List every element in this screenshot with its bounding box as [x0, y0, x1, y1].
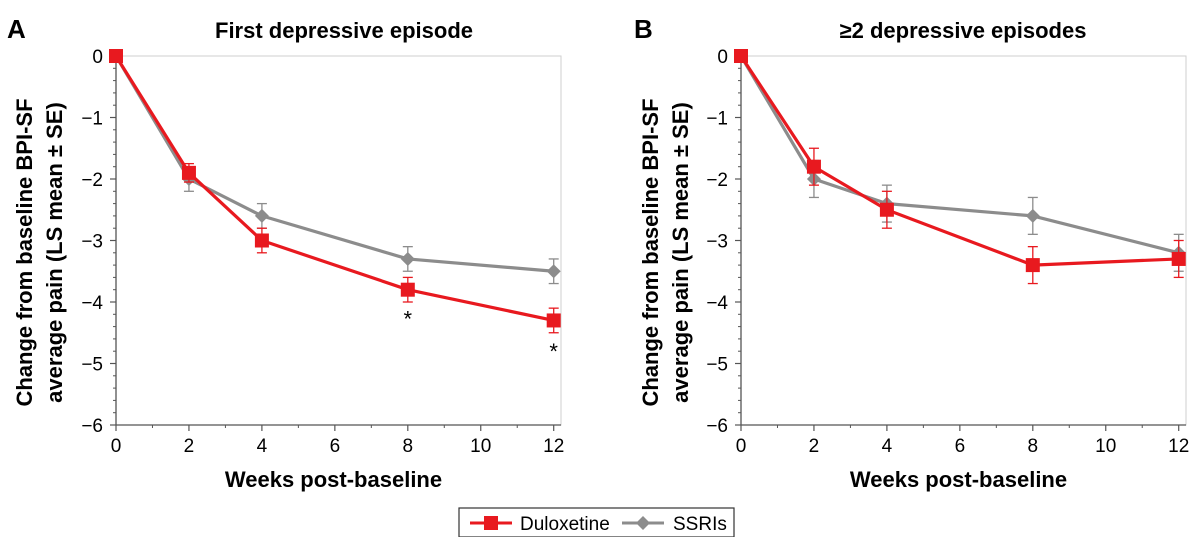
x-axis-label: Weeks post-baseline [225, 467, 442, 492]
series-line [114, 55, 555, 323]
x-tick-label: 12 [543, 436, 564, 457]
data-point-square [1025, 258, 1040, 273]
legend-box [458, 507, 735, 538]
y-axis-label-line1: Change from baseline BPI-SF [638, 98, 663, 406]
y-tick-label: −3 [81, 232, 103, 253]
x-tick-label: 0 [736, 436, 747, 457]
x-tick-label: 8 [1028, 436, 1039, 457]
data-point-diamond [1025, 208, 1040, 223]
chart-panel-a: A First depressive episode 0 −1 −2 −3 −4 −5 −6 0 2… [7, 14, 564, 492]
x-tick-label: 2 [809, 436, 820, 457]
y-axis-label-line2: average pain (LS mean ± SE) [42, 102, 67, 403]
y-tick-label: −2 [706, 170, 728, 191]
x-tick-label: 12 [1168, 436, 1189, 457]
x-axis-label: Weeks post-baseline [850, 467, 1067, 492]
panel-letter: A [7, 14, 26, 44]
chart-title: First depressive episode [215, 18, 473, 43]
x-tick-label: 0 [111, 436, 122, 457]
legend-ssri-marker [636, 516, 650, 530]
legend-duloxetine-marker [484, 516, 498, 530]
y-tick-label: −6 [81, 416, 103, 437]
data-point-square [1171, 251, 1186, 266]
panel-letter: B [634, 14, 653, 44]
y-tick-label: −4 [706, 293, 728, 314]
x-tick-label: 6 [955, 436, 966, 457]
y-tick-label: −4 [81, 293, 103, 314]
y-tick-label: −1 [706, 109, 728, 130]
y-tick-label: −2 [81, 170, 103, 191]
data-point-square [806, 159, 821, 174]
x-tick-label: 10 [470, 436, 491, 457]
y-tick-label: −3 [706, 232, 728, 253]
y-tick-label: 0 [92, 47, 103, 68]
legend: Duloxetine SSRIs [458, 507, 735, 538]
x-tick-label: 10 [1095, 436, 1116, 457]
y-axis-label-line2: average pain (LS mean ± SE) [668, 102, 693, 403]
y-tick-label: −6 [706, 416, 728, 437]
y-tick-label: −5 [706, 355, 728, 376]
x-tick-label: 2 [184, 436, 195, 457]
x-tick-label: 4 [257, 436, 268, 457]
data-point-diamond [254, 208, 269, 223]
significance-asterisk: * [404, 306, 413, 331]
data-point-square [254, 233, 269, 248]
x-tick-label: 6 [330, 436, 341, 457]
data-point-square [879, 202, 894, 217]
legend-ssri-label: SSRIs [673, 514, 727, 535]
data-point-diamond [400, 251, 415, 266]
data-point-square [181, 165, 196, 180]
series-line [739, 55, 1179, 267]
y-tick-label: −1 [81, 109, 103, 130]
data-point-square [546, 313, 561, 328]
plot-frame [115, 55, 562, 426]
x-tick-label: 8 [403, 436, 414, 457]
y-axis-label-line1: Change from baseline BPI-SF [12, 98, 37, 406]
data-point-diamond [546, 264, 561, 279]
significance-asterisk: * [549, 339, 558, 364]
series-duloxetine [734, 49, 1186, 285]
series-duloxetine [109, 49, 561, 334]
x-tick-label: 4 [882, 436, 893, 457]
chart-title: ≥2 depressive episodes [840, 18, 1087, 43]
data-point-square [400, 282, 415, 297]
data-point-square [109, 49, 123, 63]
series-ssris [109, 49, 561, 285]
data-point-square [734, 49, 748, 63]
legend-duloxetine-label: Duloxetine [520, 514, 610, 535]
y-tick-label: 0 [717, 47, 728, 68]
y-tick-label: −5 [81, 355, 103, 376]
chart-panel-b: B ≥2 depressive episodes 0 −1 −2 −3 −4 −5 −6 0 2 4 6… [634, 14, 1189, 492]
